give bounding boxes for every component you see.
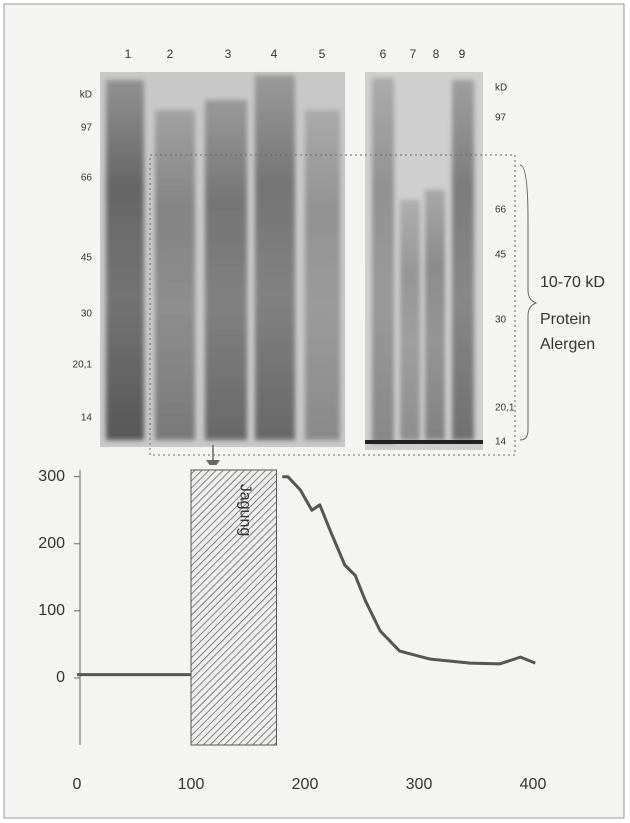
shaded-region [190,469,277,746]
marker-label: 14 [495,437,507,448]
lane-label: 7 [410,47,417,61]
lane-label: 2 [167,47,174,61]
x-tick-label: 0 [73,776,82,793]
lane-label: 6 [380,47,387,61]
marker-label: 45 [81,253,93,264]
marker-label: kD [80,90,92,101]
lane-label: 4 [271,47,278,61]
lane-label: 8 [433,47,440,61]
annotation: Protein [540,311,591,328]
lane-label: 3 [225,47,232,61]
x-tick-label: 200 [292,776,319,793]
marker-label: 30 [495,315,507,326]
y-tick-label: 300 [38,468,65,485]
marker-label: 45 [495,250,507,261]
marker-label: 14 [81,413,93,424]
gel-image [100,72,483,450]
marker-label: 20,1 [73,360,93,371]
x-tick-label: 100 [178,776,205,793]
plot-area [78,465,546,750]
line [77,475,536,677]
marker-label: 66 [495,205,507,216]
region-label: Jagung [236,484,253,537]
brace [519,164,538,441]
y-tick-label: 200 [38,535,65,552]
marker-label: 97 [495,113,507,124]
lane-label: 1 [125,47,132,61]
x-tick-label: 300 [406,776,433,793]
marker-label: 66 [81,173,93,184]
marker-label: 20,1 [495,403,515,414]
y-tick-label: 0 [56,669,65,686]
lane-label: 9 [459,47,466,61]
marker-label: 30 [81,309,93,320]
y-tick-label: 100 [38,602,65,619]
marker-label: kD [495,83,507,94]
selection-box [149,154,516,456]
marker-label: 97 [81,123,93,134]
annotation: Alergen [540,336,595,353]
x-tick-label: 400 [520,776,547,793]
lane-label: 5 [319,47,326,61]
annotation: 10-70 kD [540,274,605,291]
